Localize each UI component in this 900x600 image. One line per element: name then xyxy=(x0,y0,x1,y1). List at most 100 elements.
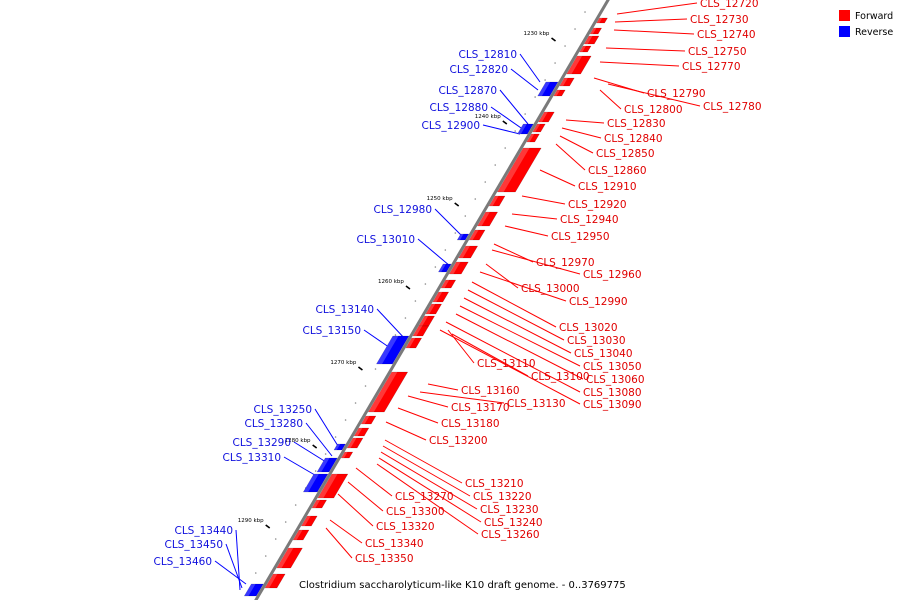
callout-lines xyxy=(214,2,701,591)
callout-line xyxy=(499,89,529,125)
scale-tick-label: 1280 kbp xyxy=(285,438,311,444)
gene-glyph xyxy=(437,263,452,273)
callout-line xyxy=(511,213,558,220)
callout-line xyxy=(451,333,529,377)
gene-glyph xyxy=(458,245,479,259)
gene-labels: CLS_12720 CLS_12730 CLS_12740 CLS_12750 CLS_… xyxy=(154,0,762,568)
callout-line xyxy=(504,225,549,237)
gene-label: CLS_13280 xyxy=(245,418,304,430)
gene-label: CLS_13260 xyxy=(481,529,540,541)
callout-line xyxy=(417,238,451,267)
gene-label: CLS_12920 xyxy=(568,199,627,211)
gene-glyph xyxy=(276,547,303,569)
backbone-dot xyxy=(424,283,427,285)
backbone-dot xyxy=(364,385,367,387)
gene-glyph-highlight xyxy=(317,458,330,472)
callout-line xyxy=(376,308,407,341)
callout-line xyxy=(490,106,525,131)
gene-glyph xyxy=(317,473,349,499)
gene-label: CLS_13460 xyxy=(154,556,213,568)
callout-line xyxy=(605,47,686,52)
gene-glyph xyxy=(468,229,486,241)
gene-label: CLS_13000 xyxy=(521,283,580,295)
callout-line xyxy=(519,53,541,83)
gene-glyph xyxy=(596,17,608,24)
gene-label: CLS_13130 xyxy=(507,398,566,410)
gene-glyph-highlight xyxy=(559,78,568,86)
gene-glyph xyxy=(516,123,534,135)
backbone-dot xyxy=(284,521,287,523)
gene-label: CLS_12790 xyxy=(647,88,706,100)
backbone-dot xyxy=(394,334,397,336)
gene-glyph-highlight xyxy=(264,574,278,588)
backbone-dot xyxy=(344,419,347,421)
gene-label: CLS_13340 xyxy=(365,538,424,550)
gene-label: CLS_13230 xyxy=(480,504,539,516)
gene-glyph xyxy=(375,335,410,365)
gene-glyph xyxy=(538,111,555,123)
callout-line xyxy=(347,481,384,512)
backbone-dot xyxy=(294,504,297,506)
backbone-dot xyxy=(584,11,586,13)
gene-glyph xyxy=(340,451,354,459)
callout-line xyxy=(471,281,557,328)
gene-glyph-highlight xyxy=(347,438,357,448)
backbone-dot xyxy=(474,198,477,200)
gene-label: CLS_13450 xyxy=(165,539,224,551)
gene-glyph xyxy=(579,45,592,53)
callout-line xyxy=(382,445,471,497)
gene-glyph xyxy=(316,457,338,473)
gene-label: CLS_12850 xyxy=(596,148,655,160)
gene-glyph xyxy=(367,371,409,413)
gene-glyph-highlight xyxy=(517,124,527,134)
callout-line xyxy=(607,83,701,107)
gene-label: CLS_13060 xyxy=(586,374,645,386)
scale-tick xyxy=(551,37,557,42)
callout-line xyxy=(521,195,566,205)
callout-line xyxy=(380,451,478,510)
gene-label: CLS_13220 xyxy=(473,491,532,503)
gene-glyph-highlight xyxy=(412,326,423,336)
gene-label: CLS_13250 xyxy=(254,404,313,416)
backbone-dot xyxy=(574,28,576,30)
gene-glyph-highlight xyxy=(579,46,586,52)
gene-label: CLS_13440 xyxy=(175,525,234,537)
callout-line xyxy=(565,119,605,124)
gene-label: CLS_13040 xyxy=(574,348,633,360)
gene-glyph-highlight xyxy=(438,264,446,272)
callout-line xyxy=(459,305,581,367)
gene-glyph xyxy=(488,195,506,207)
scale-tick xyxy=(265,524,271,529)
callout-line xyxy=(445,321,581,393)
gene-glyph-highlight xyxy=(276,548,294,568)
backbone-dot xyxy=(274,538,277,540)
scale-tick-label: 1240 kbp xyxy=(475,114,501,120)
gene-label: CLS_13240 xyxy=(484,517,543,529)
scale-tick-label: 1230 kbp xyxy=(524,31,550,37)
gene-glyph-highlight xyxy=(441,280,450,288)
gene-label: CLS_12900 xyxy=(422,120,481,132)
gene-label: CLS_13080 xyxy=(583,387,642,399)
gene-glyph xyxy=(264,573,286,589)
gene-glyph xyxy=(432,291,450,303)
callout-line xyxy=(385,421,427,441)
gene-label: CLS_12820 xyxy=(450,64,509,76)
gene-glyph xyxy=(412,325,430,337)
backbone-dot xyxy=(414,300,417,302)
callout-line xyxy=(439,329,581,405)
callout-line xyxy=(427,383,459,391)
callout-line xyxy=(293,441,327,463)
backbone-dot xyxy=(484,181,487,183)
gene-label: CLS_12830 xyxy=(607,118,666,130)
gene-glyph xyxy=(440,279,457,289)
gene-label: CLS_13100 xyxy=(531,371,590,383)
callout-line xyxy=(447,329,475,364)
gene-glyph-highlight xyxy=(311,500,321,508)
gene-label: CLS_12860 xyxy=(588,165,647,177)
callout-line xyxy=(378,457,482,523)
gene-label: CLS_12910 xyxy=(578,181,637,193)
gene-label: CLS_13050 xyxy=(583,361,642,373)
callout-line xyxy=(329,519,363,544)
gene-label: CLS_12870 xyxy=(439,85,498,97)
